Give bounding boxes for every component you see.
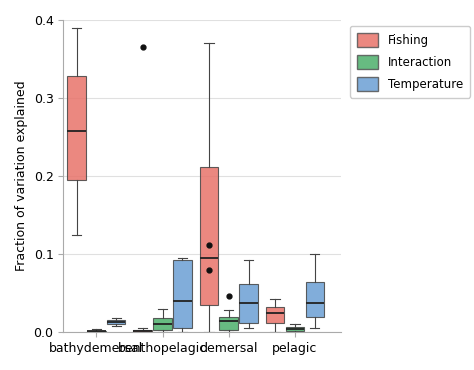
Y-axis label: Fraction of variation explained: Fraction of variation explained — [15, 81, 28, 272]
PathPatch shape — [153, 318, 172, 330]
PathPatch shape — [200, 167, 218, 305]
PathPatch shape — [266, 307, 284, 323]
PathPatch shape — [239, 284, 258, 323]
PathPatch shape — [219, 317, 238, 330]
PathPatch shape — [134, 330, 152, 332]
PathPatch shape — [286, 327, 304, 332]
PathPatch shape — [306, 282, 324, 317]
PathPatch shape — [67, 76, 86, 180]
PathPatch shape — [87, 331, 106, 332]
Legend: Fishing, Interaction, Temperature: Fishing, Interaction, Temperature — [350, 26, 470, 98]
PathPatch shape — [173, 260, 191, 328]
PathPatch shape — [107, 320, 126, 324]
